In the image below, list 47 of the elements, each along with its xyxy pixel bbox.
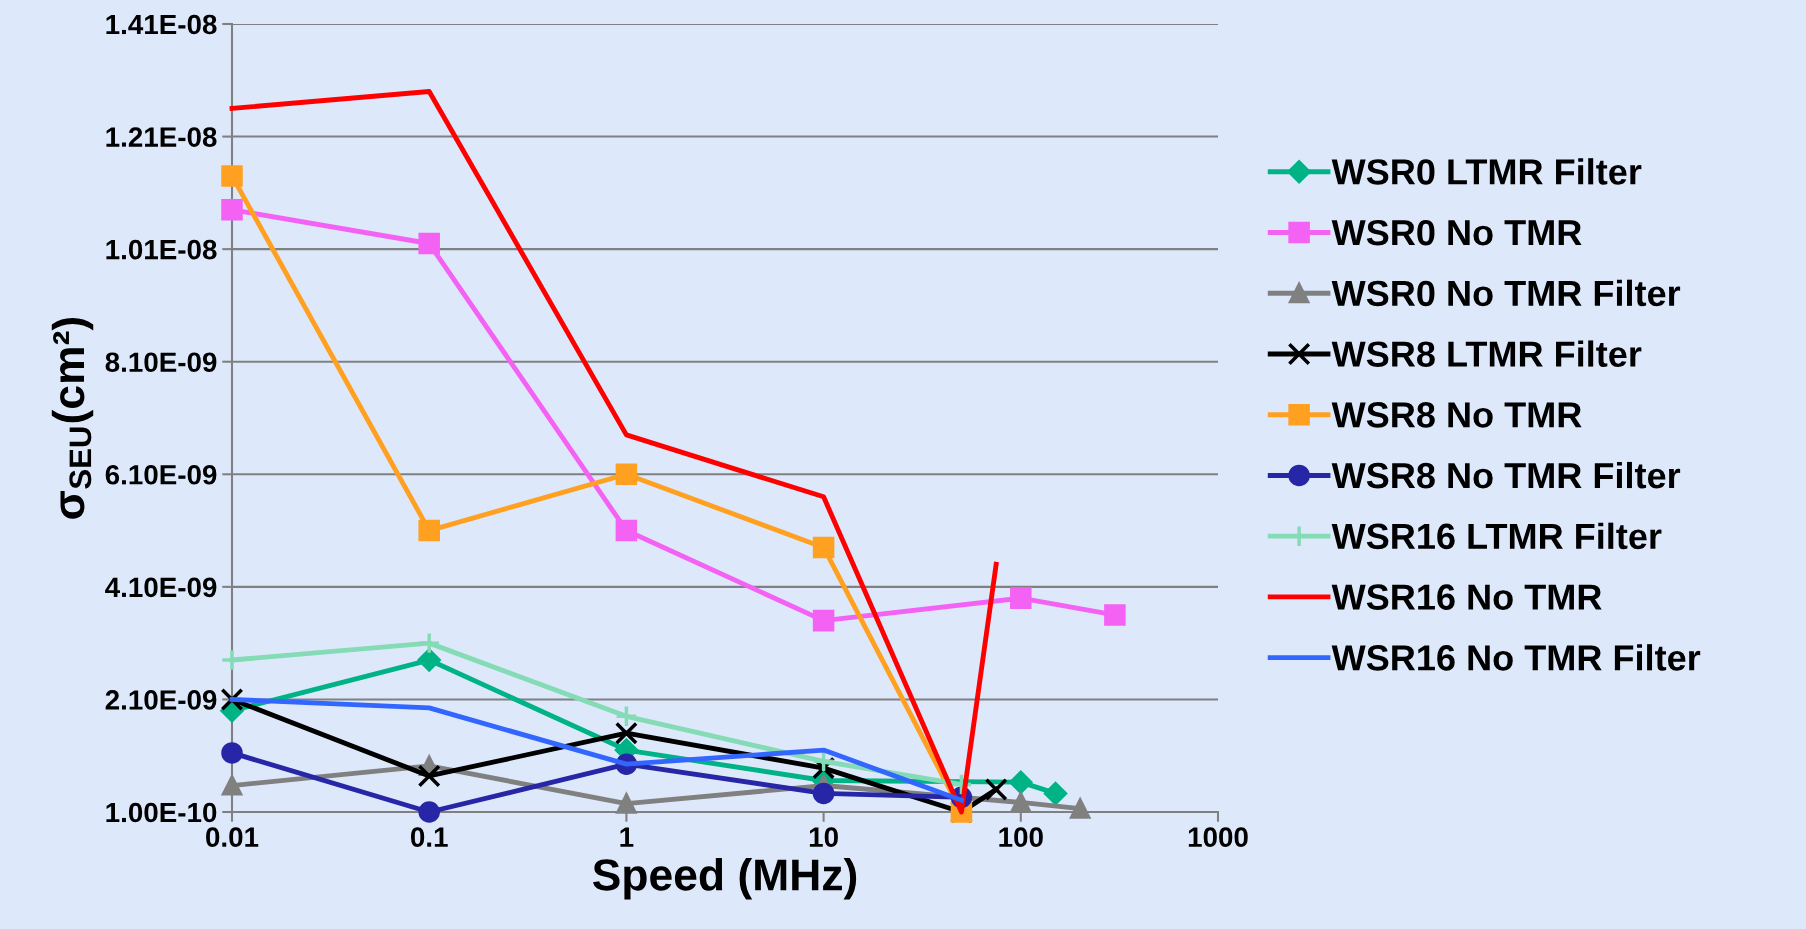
x-tick-label: 1000 <box>1188 827 1248 847</box>
point <box>418 519 440 542</box>
point <box>1010 792 1031 813</box>
y-tick-label: 1.21E-08 <box>106 127 217 147</box>
x-tick-label: 0.01 <box>206 827 259 847</box>
legend-label: WSR0 No TMR <box>1331 219 1582 246</box>
point <box>812 782 835 805</box>
y-tick-label: 1.00E-10 <box>106 802 217 823</box>
legend-label: WSR16 No TMR Filter <box>1331 644 1701 671</box>
y-tick-label: 4.10E-09 <box>105 577 217 598</box>
point <box>1010 587 1032 609</box>
y-tick-label: 1.41E-08 <box>106 14 217 35</box>
point <box>614 704 638 728</box>
y-tick-label: 6.10E-09 <box>105 464 217 485</box>
y-tick-label: 1.01E-08 <box>106 239 217 260</box>
point <box>812 536 835 559</box>
legend-label: WSR0 LTMR Filter <box>1331 158 1642 185</box>
point <box>614 721 638 745</box>
x-tick-label: 1 <box>620 827 634 847</box>
x-tick-label: 100 <box>999 827 1043 847</box>
x-tick-label: 0.1 <box>410 827 448 847</box>
legend-label: WSR16 No TMR <box>1331 584 1602 610</box>
legend-label: WSR8 LTMR Filter <box>1331 340 1642 367</box>
legend-label: WSR8 No TMR Filter <box>1331 461 1681 489</box>
point <box>221 742 243 764</box>
point <box>221 198 243 221</box>
y-tick-label: 2.10E-09 <box>105 690 217 710</box>
y-tick-label: 8.10E-09 <box>105 352 217 373</box>
legend-label: WSR8 No TMR <box>1331 402 1582 428</box>
point <box>417 631 441 655</box>
point <box>417 648 441 672</box>
point <box>417 764 441 788</box>
legend-label: WSR16 LTMR Filter <box>1331 522 1662 550</box>
point <box>221 165 243 187</box>
point <box>418 801 440 823</box>
legend-label: WSR0 No TMR Filter <box>1331 279 1681 307</box>
point <box>220 648 244 672</box>
point <box>615 463 638 486</box>
x-tick-label: 10 <box>809 827 838 847</box>
y-axis-title: σ$_{SEU}$(cm²) <box>51 318 94 519</box>
point <box>616 793 637 814</box>
x-axis-title: Speed (MHz) <box>592 858 857 900</box>
point <box>615 519 638 542</box>
point <box>812 609 835 632</box>
point <box>1009 770 1033 794</box>
point <box>221 775 243 796</box>
point <box>418 232 440 255</box>
